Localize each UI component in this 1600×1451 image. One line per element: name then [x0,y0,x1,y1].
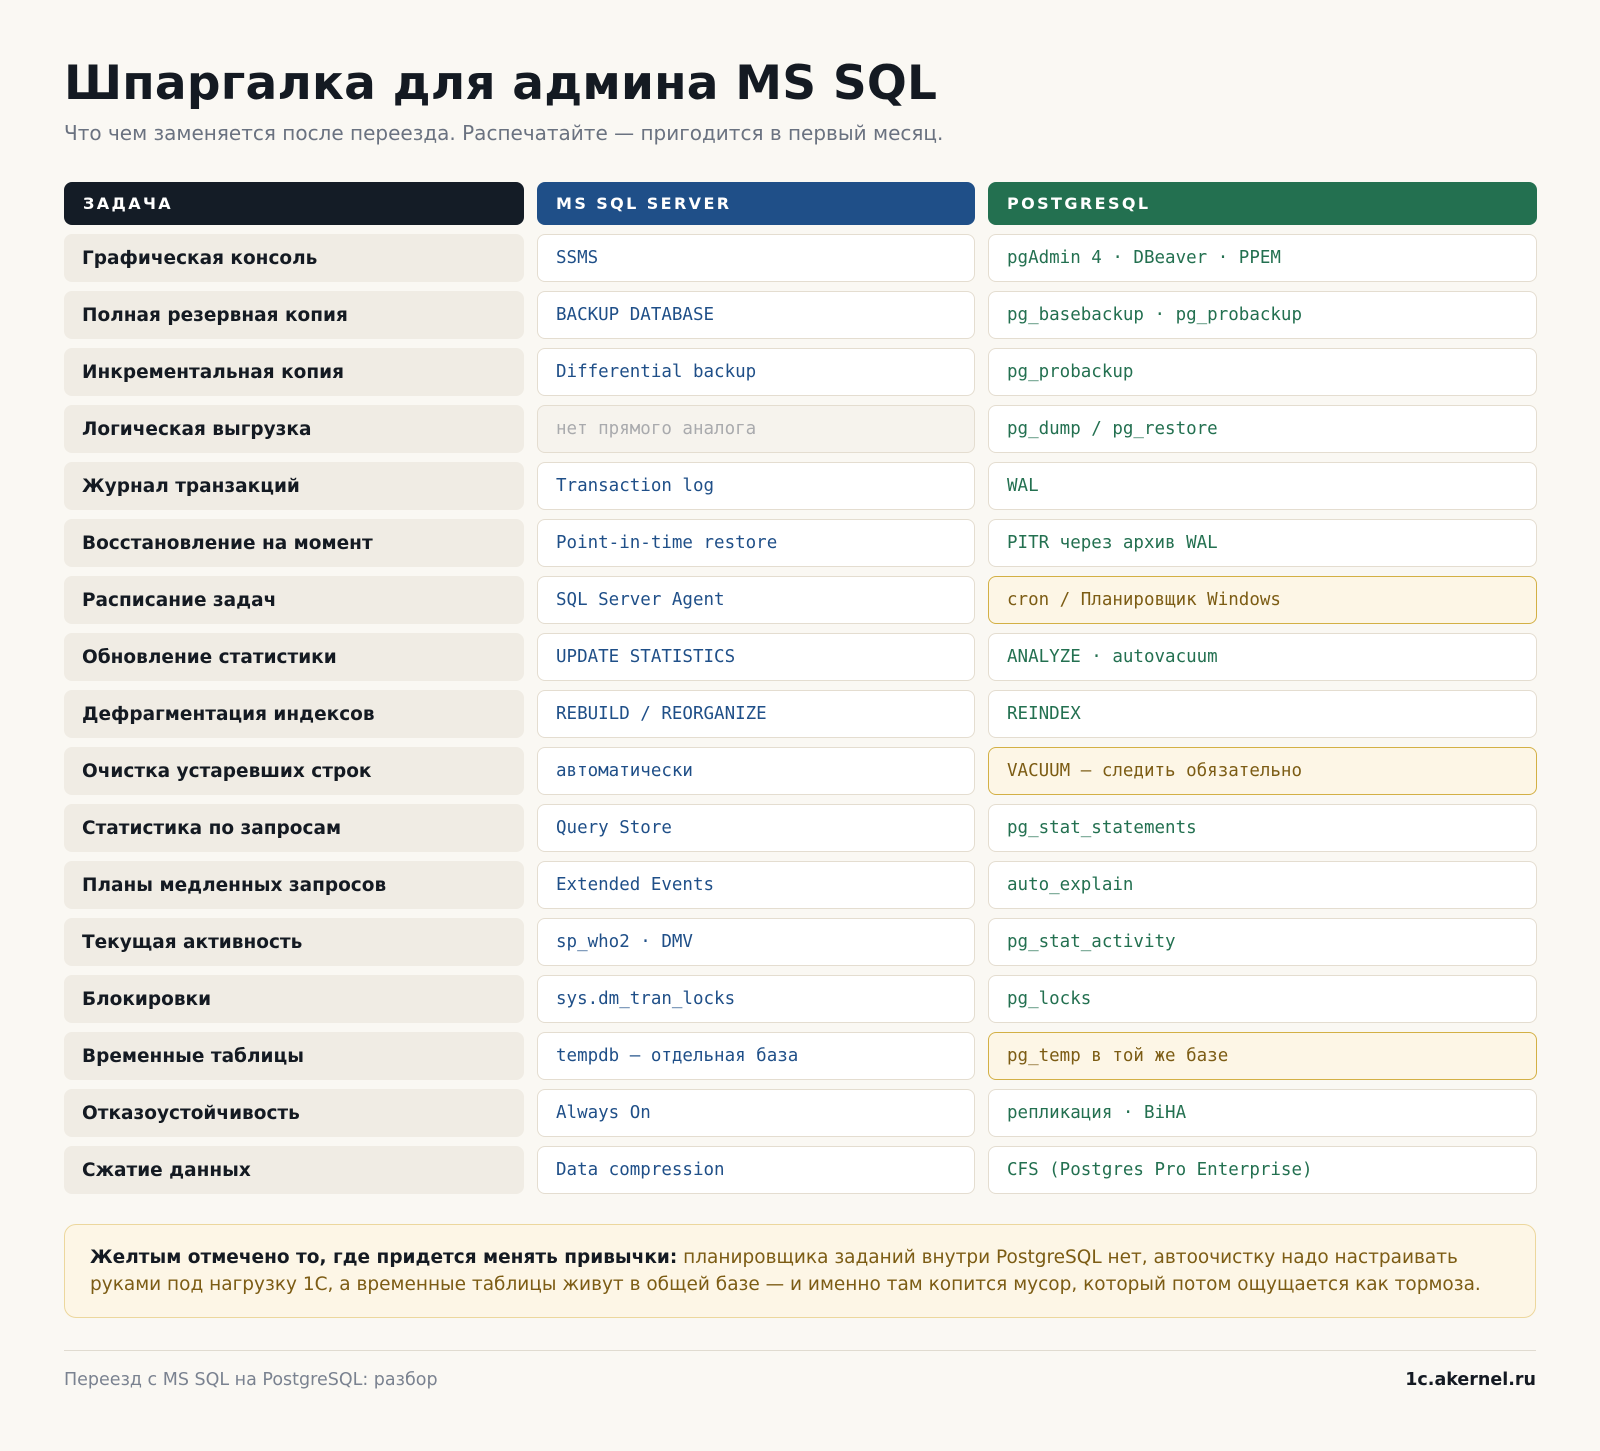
task-cell: Восстановление на момент [64,519,524,567]
mssql-cell: Point-in-time restore [537,519,975,567]
footer: Переезд с MS SQL на PostgreSQL: разбор 1… [64,1370,1536,1390]
postgres-cell: репликация · BiHA [988,1089,1537,1137]
postgres-cell: WAL [988,462,1537,510]
postgres-cell: CFS (Postgres Pro Enterprise) [988,1146,1537,1194]
postgres-cell: pg_stat_activity [988,918,1537,966]
footer-site: 1c.akernel.ru [1405,1370,1536,1390]
task-cell: Обновление статистики [64,633,524,681]
task-cell: Графическая консоль [64,234,524,282]
mssql-cell: Always On [537,1089,975,1137]
task-cell: Расписание задач [64,576,524,624]
mssql-cell: Data compression [537,1146,975,1194]
postgres-cell: pg_dump / pg_restore [988,405,1537,453]
task-cell: Логическая выгрузка [64,405,524,453]
page-subtitle: Что чем заменяется после переезда. Распе… [64,121,944,145]
task-cell: Сжатие данных [64,1146,524,1194]
task-cell: Планы медленных запросов [64,861,524,909]
page-title: Шпаргалка для админа MS SQL [64,56,938,111]
mssql-cell: REBUILD / REORGANIZE [537,690,975,738]
postgres-cell: ANALYZE · autovacuum [988,633,1537,681]
mssql-cell: SQL Server Agent [537,576,975,624]
mssql-cell: Differential backup [537,348,975,396]
footer-caption: Переезд с MS SQL на PostgreSQL: разбор [64,1370,438,1390]
mssql-cell: tempdb — отдельная база [537,1032,975,1080]
postgres-cell: pgAdmin 4 · DBeaver · PPEM [988,234,1537,282]
task-cell: Дефрагментация индексов [64,690,524,738]
task-cell: Инкрементальная копия [64,348,524,396]
postgres-cell-highlighted: pg_temp в той же базе [988,1032,1537,1080]
task-cell: Полная резервная копия [64,291,524,339]
mssql-cell: Transaction log [537,462,975,510]
mssql-cell: BACKUP DATABASE [537,291,975,339]
task-cell: Временные таблицы [64,1032,524,1080]
task-cell: Статистика по запросам [64,804,524,852]
mssql-cell: sp_who2 · DMV [537,918,975,966]
task-cell: Блокировки [64,975,524,1023]
postgres-cell: PITR через архив WAL [988,519,1537,567]
postgres-cell: pg_locks [988,975,1537,1023]
habits-note-body: планировщика заданий внутри PostgreSQL н… [90,1247,1481,1295]
mssql-cell: sys.dm_tran_locks [537,975,975,1023]
habits-note-lead: Желтым отмечено то, где придется менять … [90,1247,678,1268]
postgres-cell-highlighted: cron / Планировщик Windows [988,576,1537,624]
postgres-cell: pg_probackup [988,348,1537,396]
mssql-cell: автоматически [537,747,975,795]
postgres-cell: REINDEX [988,690,1537,738]
mssql-cell: Query Store [537,804,975,852]
comparison-table: ЗАДАЧА MS SQL SERVER POSTGRESQL Графичес… [64,182,1537,1194]
task-cell: Очистка устаревших строк [64,747,524,795]
task-cell: Журнал транзакций [64,462,524,510]
mssql-cell: Extended Events [537,861,975,909]
postgres-cell: pg_basebackup · pg_probackup [988,291,1537,339]
mssql-cell-no-equivalent: нет прямого аналога [537,405,975,453]
task-cell: Отказоустойчивость [64,1089,524,1137]
column-header-task: ЗАДАЧА [64,182,524,225]
mssql-cell: SSMS [537,234,975,282]
postgres-cell: auto_explain [988,861,1537,909]
habits-note: Желтым отмечено то, где придется менять … [64,1224,1536,1318]
column-header-postgres: POSTGRESQL [988,182,1537,225]
mssql-cell: UPDATE STATISTICS [537,633,975,681]
postgres-cell: pg_stat_statements [988,804,1537,852]
task-cell: Текущая активность [64,918,524,966]
column-header-mssql: MS SQL SERVER [537,182,975,225]
postgres-cell-highlighted: VACUUM — следить обязательно [988,747,1537,795]
footer-divider [64,1350,1536,1351]
